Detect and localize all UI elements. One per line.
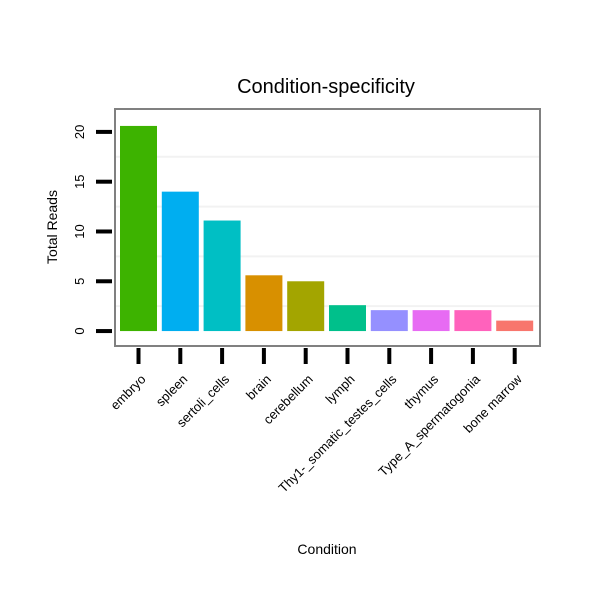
y-axis-label: Total Reads: [44, 190, 60, 264]
bar-lymph: [329, 305, 366, 332]
x-tick-label: brain: [243, 372, 274, 403]
chart-title: Condition-specificity: [237, 76, 415, 98]
x-tick-label: lymph: [322, 372, 357, 407]
bar-brain: [245, 275, 283, 332]
x-tick-label: thymus: [401, 371, 442, 412]
bar-cerebellum: [287, 281, 325, 332]
bar-thy1-somatic-testes-cells: [370, 310, 408, 332]
bar-spleen: [161, 191, 199, 332]
plot-border: [114, 108, 541, 347]
y-tick-label: 0: [72, 327, 87, 334]
x-axis-label: Condition: [297, 541, 356, 557]
x-tick-label: spleen: [153, 372, 191, 410]
y-axis: 0 5 10 15 20: [72, 125, 112, 335]
bar-sertoli-cells: [203, 220, 241, 332]
bar-type-a-spermatogonia: [454, 310, 492, 332]
bar-bone-marrow: [496, 320, 534, 332]
y-tick-label: 5: [72, 278, 87, 285]
y-tick-label: 15: [72, 174, 87, 188]
x-tick-label: embryo: [107, 372, 148, 413]
bars: [120, 125, 534, 332]
y-tick-label: 20: [72, 125, 87, 139]
bar-embryo: [120, 125, 157, 332]
bar-thymus: [412, 310, 450, 332]
y-tick-label: 10: [72, 224, 87, 238]
